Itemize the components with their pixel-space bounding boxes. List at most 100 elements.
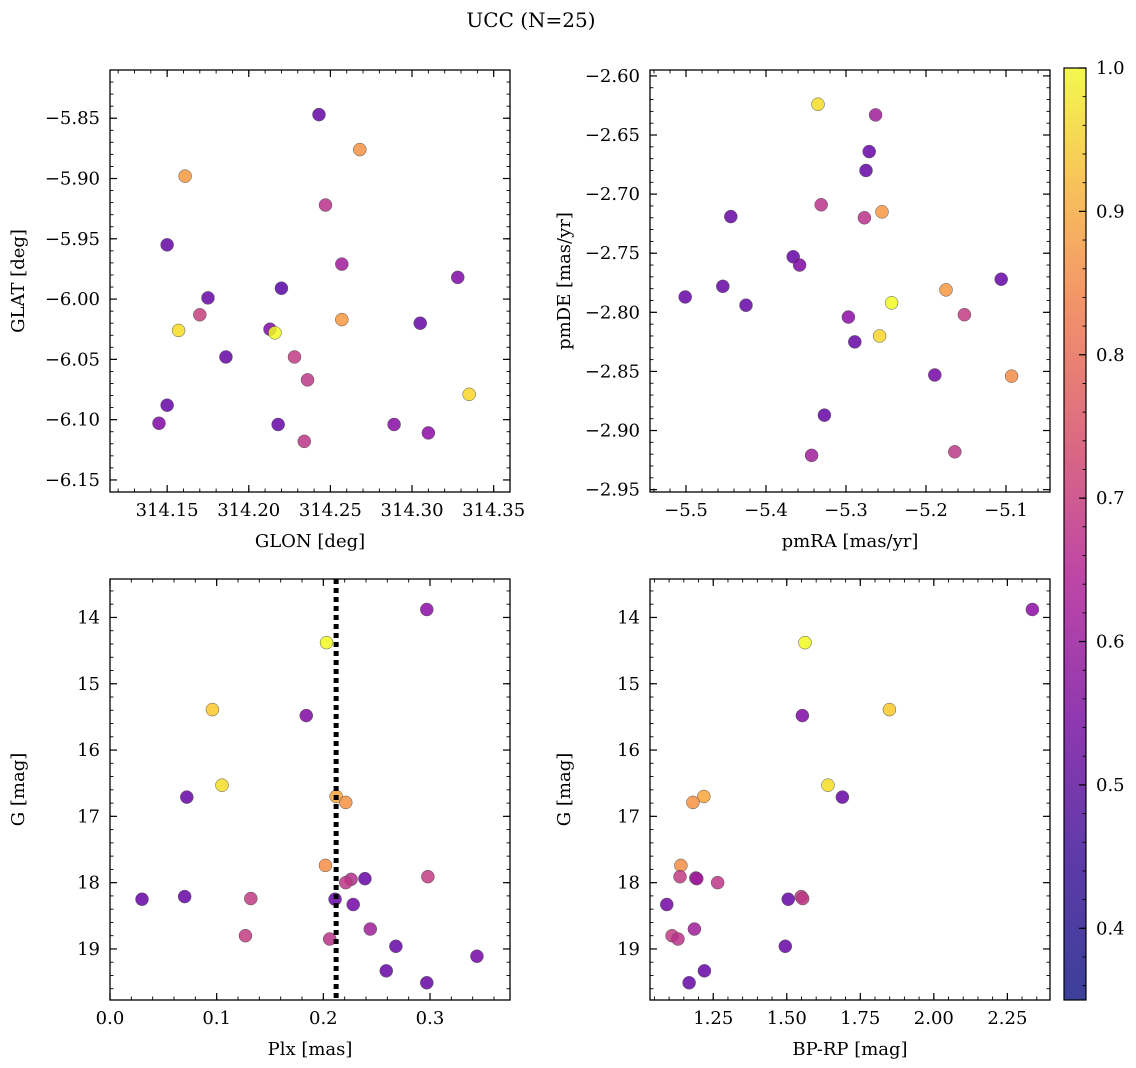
- scatter-point: [180, 790, 194, 804]
- y-tick-label: 18: [77, 873, 100, 894]
- scatter-point: [152, 416, 166, 431]
- colorbar-tick-label: 0.4: [1096, 918, 1125, 939]
- x-tick-label: 1.50: [767, 1008, 807, 1029]
- x-tick-label: 0.2: [309, 1008, 338, 1029]
- scatter-point: [778, 939, 793, 954]
- y-tick-label: −5.85: [45, 108, 100, 129]
- y-tick-label: 17: [77, 806, 100, 827]
- scatter-point: [821, 778, 835, 792]
- x-tick-label: 0.1: [202, 1008, 231, 1029]
- scatter-point: [421, 426, 436, 440]
- scatter-point: [193, 308, 207, 322]
- x-axis-label: BP-RP [mag]: [792, 1039, 907, 1060]
- colorbar-tick-label: 0.9: [1096, 201, 1125, 222]
- scatter-point: [868, 108, 883, 122]
- scatter-point: [219, 350, 233, 364]
- scatter-point: [690, 871, 704, 886]
- scatter-point: [389, 939, 403, 954]
- scatter-point: [420, 976, 434, 990]
- x-tick-label: 314.15: [136, 500, 199, 521]
- panel-3: 0.0 0.1 0.2 0.3 14 15 16 17 18 19 Plx [mas] G [mag]: [8, 578, 511, 1060]
- scatter-point: [358, 871, 372, 886]
- scatter-point: [697, 964, 712, 978]
- scatter-point: [841, 310, 856, 324]
- scatter-point: [205, 702, 220, 717]
- scatter-point: [300, 373, 315, 387]
- scatter-point: [238, 928, 253, 943]
- panel-4: 1.25 1.50 1.75 2.00 2.25 14 15 16 17 18 19 BP-RP [m…: [554, 578, 1051, 1060]
- axes-frame: [649, 578, 1051, 1001]
- scatter-point: [346, 897, 360, 912]
- scatter-point: [724, 209, 738, 224]
- x-axis-label: pmRA [mas/yr]: [782, 531, 919, 552]
- scatter-point: [716, 279, 730, 294]
- scatter-point: [857, 211, 872, 225]
- scatter-point: [470, 949, 484, 963]
- y-tick-label: −5.95: [45, 229, 100, 250]
- scatter-point: [297, 434, 312, 449]
- x-tick-label: 1.75: [840, 1008, 880, 1029]
- scatter-point: [1025, 602, 1040, 617]
- scatter-point: [178, 169, 192, 183]
- x-tick-label: 0.0: [96, 1008, 125, 1029]
- scatter-point: [274, 281, 289, 295]
- scatter-point: [363, 922, 378, 936]
- y-tick-label: −2.95: [585, 480, 640, 501]
- scatter-point: [420, 602, 434, 617]
- scatter-point: [674, 858, 688, 873]
- scatter-point: [957, 307, 972, 322]
- scatter-point: [872, 329, 887, 343]
- scatter-point: [160, 238, 174, 252]
- scatter-point: [177, 889, 192, 904]
- scatter-point: [671, 932, 685, 946]
- colorbar-tick-label: 0.7: [1096, 488, 1125, 509]
- y-axis-label: pmDE [mas/yr]: [554, 212, 575, 350]
- scatter-point: [814, 198, 828, 212]
- x-tick-label: 0.3: [416, 1008, 445, 1029]
- x-tick-label: 314.20: [217, 500, 280, 521]
- scatter-point: [686, 795, 700, 810]
- x-axis-label: GLON [deg]: [255, 531, 365, 552]
- scatter-point: [817, 408, 832, 422]
- scatter-point: [1004, 369, 1019, 383]
- x-tick-label: −5.3: [824, 500, 868, 521]
- scatter-point: [835, 790, 850, 804]
- scatter-point: [268, 326, 282, 340]
- scatter-point: [678, 290, 692, 304]
- scatter-point: [862, 144, 876, 159]
- scatter-point: [875, 205, 889, 219]
- colorbar-tick-label: 0.5: [1096, 775, 1125, 796]
- scatter-point: [781, 892, 795, 906]
- scatter-point: [160, 398, 174, 412]
- y-tick-label: 15: [617, 674, 640, 695]
- scatter-point: [335, 312, 349, 327]
- y-tick-label: 19: [617, 939, 640, 960]
- colorbar-tick-label: 1.0: [1096, 58, 1125, 79]
- x-tick-label: −5.2: [904, 500, 948, 521]
- scatter-point: [710, 875, 725, 890]
- y-tick-label: −2.60: [585, 66, 640, 87]
- scatter-point: [739, 298, 753, 312]
- y-tick-label: −2.75: [585, 243, 640, 264]
- x-tick-label: −5.1: [984, 500, 1028, 521]
- x-tick-label: 2.00: [914, 1008, 954, 1029]
- scatter-point: [271, 417, 285, 432]
- figure-title: UCC (N=25): [466, 8, 595, 32]
- scatter-point: [318, 198, 333, 212]
- scatter-point: [697, 789, 711, 804]
- axes-frame: [649, 69, 1051, 493]
- scatter-point: [201, 291, 215, 305]
- panel-2: −5.5 −5.4 −5.3 −5.2 −5.1 −2.60 −2.65 −2.70 −2.75…: [554, 66, 1051, 552]
- scatter-point: [338, 795, 353, 810]
- colorbar-gradient: [1063, 67, 1087, 1001]
- scatter-point: [795, 891, 810, 906]
- y-tick-label: 14: [617, 607, 640, 628]
- x-tick-label: 2.25: [987, 1008, 1027, 1029]
- y-tick-label: −6.00: [45, 289, 100, 310]
- scatter-point: [673, 869, 687, 884]
- y-tick-label: −2.90: [585, 421, 640, 442]
- scatter-point: [413, 316, 427, 330]
- scatter-point: [338, 875, 353, 890]
- scatter-point: [928, 368, 942, 382]
- y-tick-label: −5.90: [45, 169, 100, 190]
